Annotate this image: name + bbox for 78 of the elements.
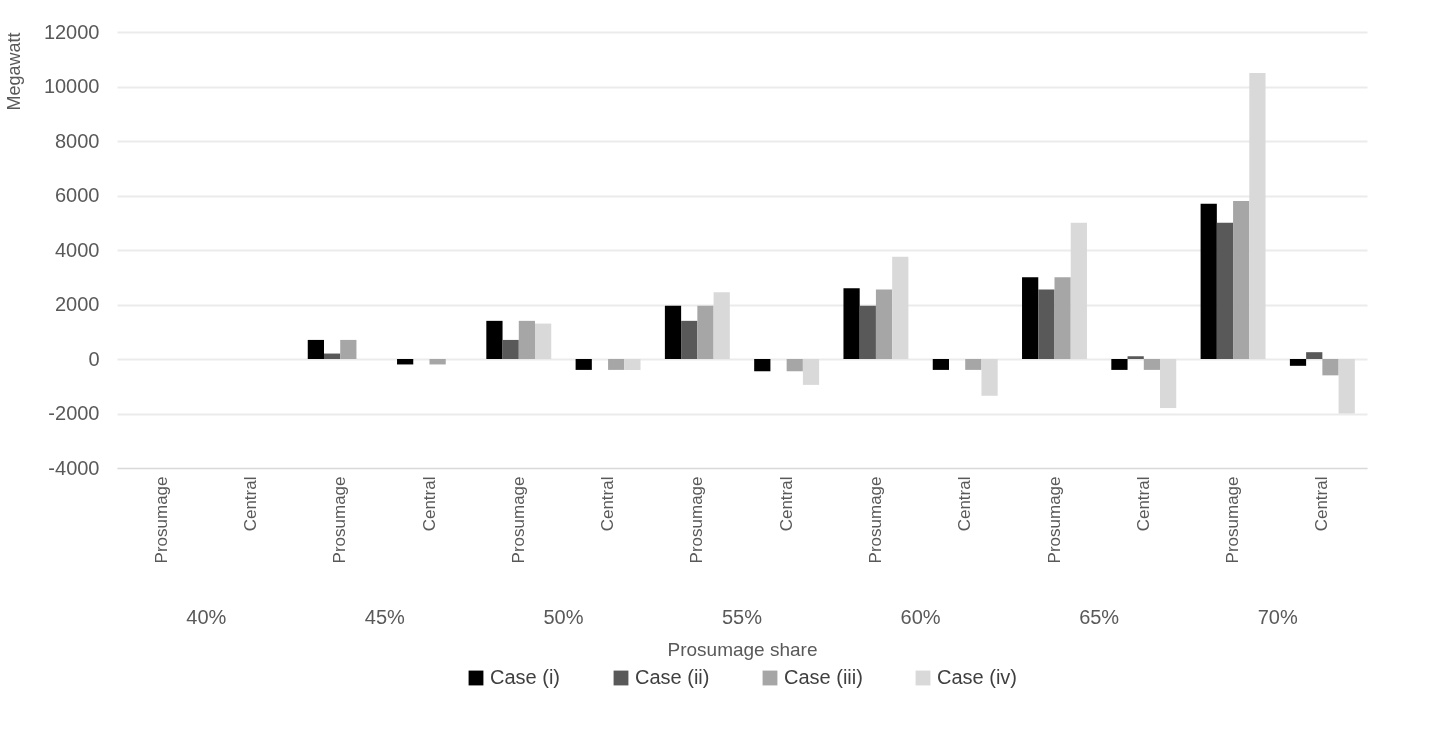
bar xyxy=(502,339,519,359)
bar xyxy=(859,305,876,359)
x-tick-label: Prosumage xyxy=(1044,476,1064,564)
bar xyxy=(875,289,893,359)
bar xyxy=(535,323,552,359)
bar xyxy=(608,359,625,370)
bar xyxy=(1127,356,1144,359)
bar xyxy=(1233,200,1250,359)
text: 50% xyxy=(543,606,584,628)
bar xyxy=(429,359,446,365)
bar xyxy=(340,339,357,359)
text: 40% xyxy=(186,606,227,628)
x-tick-label: Central xyxy=(1312,476,1332,532)
bar xyxy=(892,256,909,359)
bar xyxy=(843,288,860,359)
x-tick-label: Central xyxy=(955,476,975,532)
x-tick-label: Central xyxy=(598,476,618,532)
bar xyxy=(575,359,592,370)
bar xyxy=(323,353,341,359)
x-tick-label: Prosumage xyxy=(508,476,528,564)
text: 60% xyxy=(900,606,941,628)
x-tick-label: Prosumage xyxy=(151,476,171,564)
legend-label: Case (ii) xyxy=(635,666,710,688)
bar xyxy=(518,320,536,359)
bar xyxy=(664,305,682,359)
bar xyxy=(397,359,414,365)
y-tick-label: 10000 xyxy=(43,75,100,97)
text: 70% xyxy=(1257,606,1298,628)
legend-label: Case (iv) xyxy=(937,666,1018,688)
text: 55% xyxy=(721,606,763,628)
bar xyxy=(1289,359,1307,366)
bar xyxy=(1143,359,1161,370)
legend-label: Case (iii) xyxy=(784,666,863,688)
bar xyxy=(697,305,714,359)
text: 45% xyxy=(364,606,406,628)
bar xyxy=(1249,72,1266,359)
y-tick-label: -4000 xyxy=(48,456,100,479)
y-axis-title: Megawatt xyxy=(3,32,24,111)
bar xyxy=(1022,277,1039,359)
bar xyxy=(1070,222,1087,359)
y-tick-label: 6000 xyxy=(55,184,100,206)
bar xyxy=(1322,359,1339,376)
bar xyxy=(965,359,982,370)
bar xyxy=(932,359,949,370)
text: 65% xyxy=(1079,606,1120,628)
bar xyxy=(981,359,998,396)
legend-label: Case (i) xyxy=(490,666,561,688)
y-tick-label: 12000 xyxy=(43,20,100,43)
bar xyxy=(1200,203,1217,359)
bar xyxy=(1160,359,1177,409)
bar xyxy=(1054,277,1071,359)
x-tick-label: Central xyxy=(240,476,260,532)
x-tick-label: Central xyxy=(419,476,439,532)
x-tick-label: Central xyxy=(776,476,796,532)
bar xyxy=(1338,359,1355,414)
bar xyxy=(681,320,698,359)
bar xyxy=(1038,289,1055,359)
y-tick-label: 4000 xyxy=(55,238,100,261)
y-tick-label: -2000 xyxy=(48,402,100,424)
bar xyxy=(1216,222,1234,359)
bar xyxy=(713,292,730,359)
x-tick-label: Prosumage xyxy=(330,476,350,564)
bar xyxy=(786,359,803,372)
bar xyxy=(1111,359,1128,370)
x-tick-label: Central xyxy=(1133,476,1153,532)
y-tick-label: 0 xyxy=(88,347,100,370)
bar xyxy=(1306,352,1323,359)
x-tick-label: Prosumage xyxy=(1223,476,1243,564)
bar xyxy=(802,359,820,385)
x-tick-label: Prosumage xyxy=(865,476,885,564)
bar xyxy=(486,320,503,359)
y-tick-label: 2000 xyxy=(55,293,100,315)
bar xyxy=(307,339,324,359)
bar xyxy=(624,359,641,370)
x-tick-label: Prosumage xyxy=(687,476,707,564)
x-axis-title: Prosumage share xyxy=(667,639,818,661)
bar xyxy=(754,359,771,372)
y-tick-label: 8000 xyxy=(55,129,100,152)
